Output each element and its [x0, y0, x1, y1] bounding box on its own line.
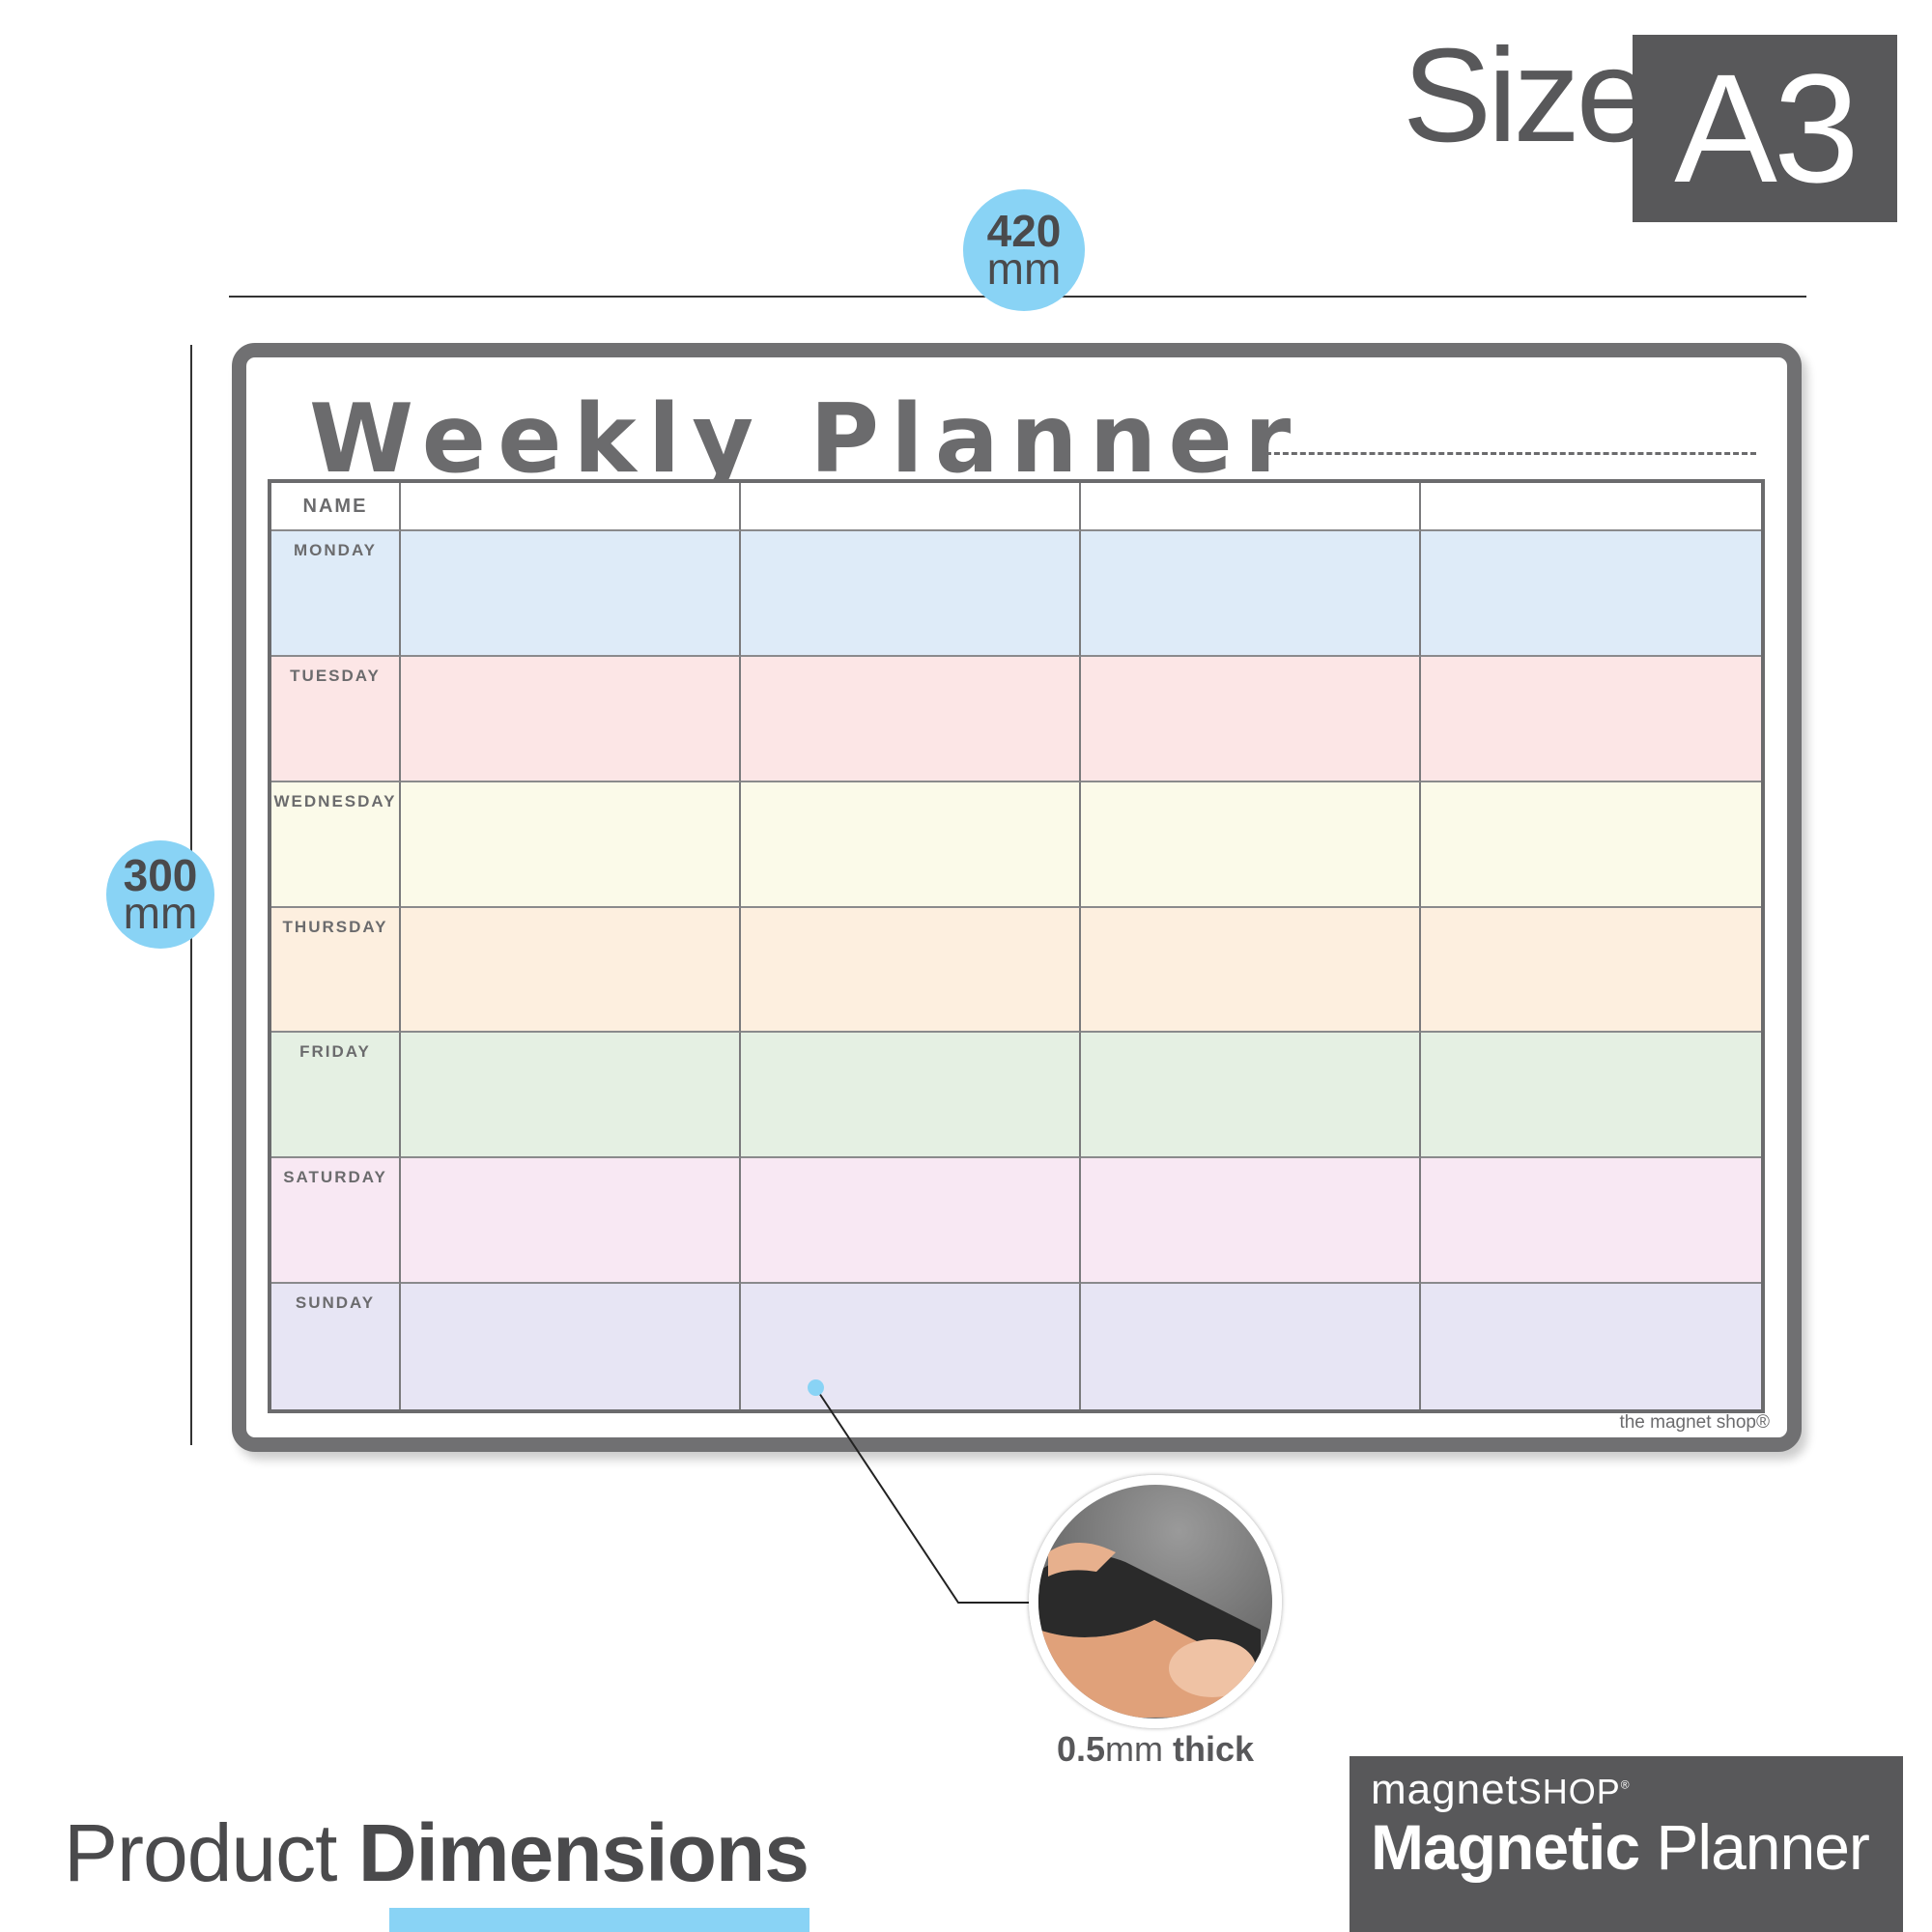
- thickness-photo: [1029, 1475, 1282, 1728]
- footer-light: Product: [64, 1807, 337, 1898]
- planner-title: Weekly Planner: [309, 384, 1303, 495]
- planner-cell: [1081, 531, 1421, 657]
- planner-cell: [1421, 907, 1761, 1034]
- planner-cell: [401, 1284, 741, 1409]
- width-value: 420: [986, 205, 1062, 256]
- product-light: Planner: [1656, 1811, 1869, 1883]
- planner-cell: [401, 907, 741, 1034]
- planner-cell: [401, 1158, 741, 1285]
- planner-cell: [741, 907, 1081, 1034]
- planner-grid: NAME MONDAY TUESDAY WEDNESDAY THURSDAY FRIDAY…: [268, 479, 1765, 1413]
- day-label-saturday: SATURDAY: [271, 1158, 401, 1285]
- thickness-word: thick: [1173, 1729, 1255, 1769]
- day-label-tuesday: TUESDAY: [271, 656, 401, 782]
- planner-cell: [401, 1033, 741, 1159]
- planner-board: Weekly Planner NAME MONDAY TUESDAY WEDNESDA…: [232, 343, 1802, 1452]
- logo-caps: SHOP: [1518, 1772, 1621, 1811]
- day-label-monday: MONDAY: [271, 531, 401, 657]
- name-cell: [1421, 483, 1761, 531]
- height-badge: 300 mm: [106, 840, 214, 949]
- name-cell: [741, 483, 1081, 531]
- footer-heading: Product Dimensions: [64, 1806, 810, 1900]
- planner-cell: [1081, 781, 1421, 908]
- planner-cell: [1421, 1033, 1761, 1159]
- width-badge: 420 mm: [963, 189, 1085, 311]
- height-unit: mm: [123, 888, 198, 938]
- planner-cell: [401, 531, 741, 657]
- planner-cell: [401, 781, 741, 908]
- planner-cell: [1081, 656, 1421, 782]
- thickness-label: 0.5mm thick: [1024, 1729, 1287, 1770]
- name-cell: [401, 483, 741, 531]
- size-badge: A3: [1633, 35, 1897, 222]
- product-bold: Magnetic: [1371, 1811, 1640, 1883]
- thickness-value: 0.5: [1056, 1729, 1105, 1769]
- planner-cell: [741, 1284, 1081, 1409]
- size-label: Size: [1403, 21, 1650, 170]
- day-label-wednesday: WEDNESDAY: [271, 781, 401, 908]
- name-cell: [1081, 483, 1421, 531]
- planner-cell: [401, 656, 741, 782]
- planner-cell: [741, 531, 1081, 657]
- height-value: 300: [123, 849, 198, 900]
- planner-cell: [741, 781, 1081, 908]
- dashed-line: [1257, 452, 1756, 455]
- day-label-sunday: SUNDAY: [271, 1284, 401, 1409]
- planner-cell: [741, 1033, 1081, 1159]
- planner-cell: [1081, 1158, 1421, 1285]
- day-label-thursday: THURSDAY: [271, 907, 401, 1034]
- name-header: NAME: [271, 483, 401, 531]
- footer-bold: Dimensions: [357, 1807, 810, 1898]
- brand-mark: the magnet shop®: [1619, 1412, 1770, 1433]
- product-name: Magnetic Planner: [1371, 1810, 1882, 1884]
- brand-logo: magnetSHOP®: [1371, 1766, 1882, 1814]
- logo-reg: ®: [1620, 1777, 1631, 1792]
- planner-cell: [1421, 781, 1761, 908]
- planner-cell: [741, 656, 1081, 782]
- planner-cell: [1081, 907, 1421, 1034]
- planner-cell: [1421, 656, 1761, 782]
- accent-bar: [389, 1908, 810, 1932]
- callout-dot: [808, 1379, 824, 1396]
- planner-cell: [1081, 1284, 1421, 1409]
- logo-light: magnet: [1371, 1766, 1519, 1813]
- width-unit: mm: [986, 243, 1062, 294]
- day-label-friday: FRIDAY: [271, 1033, 401, 1159]
- planner-cell: [741, 1158, 1081, 1285]
- planner-cell: [1081, 1033, 1421, 1159]
- planner-cell: [1421, 531, 1761, 657]
- planner-cell: [1421, 1284, 1761, 1409]
- thickness-unit: mm: [1105, 1729, 1163, 1769]
- planner-cell: [1421, 1158, 1761, 1285]
- brand-box: magnetSHOP® Magnetic Planner: [1350, 1756, 1903, 1932]
